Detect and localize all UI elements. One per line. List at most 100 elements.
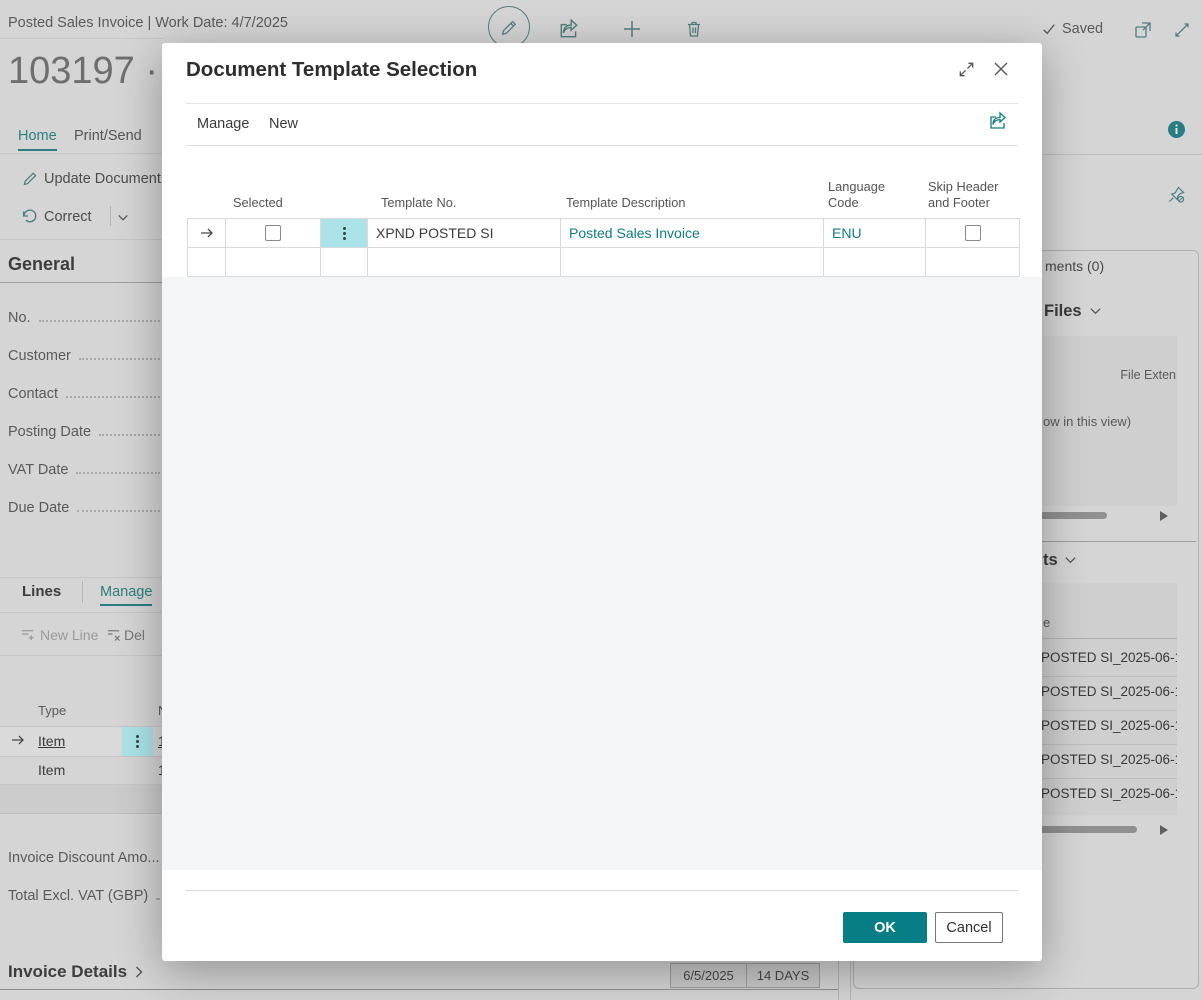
line-no-cell[interactable]: 1 [158, 762, 166, 778]
lines-footer-strip [0, 785, 163, 813]
scroll-right-arrow-icon[interactable] [1160, 511, 1168, 521]
menu-item-manage[interactable]: Manage [197, 116, 250, 132]
tab-home[interactable]: Home [18, 128, 57, 151]
tab-print-send[interactable]: Print/Send [74, 128, 142, 144]
skip-header-footer-checkbox[interactable] [964, 225, 981, 241]
attachments-tab-label[interactable]: ments (0) [1045, 258, 1105, 274]
template-table: XPND POSTED SI Posted Sales Invoice ENU [187, 218, 1020, 277]
unpin-button[interactable] [1167, 185, 1186, 204]
field-label: VAT Date [8, 462, 69, 478]
new-button[interactable] [621, 18, 643, 40]
correct-button[interactable]: Correct [44, 209, 92, 225]
dialog-close-button[interactable] [991, 59, 1011, 79]
edit-button[interactable] [488, 6, 530, 48]
field-no: No. [8, 310, 160, 326]
open-in-window-button[interactable] [1133, 20, 1153, 40]
list-item[interactable]: POSTED SI_2025-06-18 [1041, 684, 1177, 699]
selected-cell[interactable] [226, 248, 321, 277]
field-label: Due Date [8, 500, 70, 516]
template-no-cell[interactable] [368, 248, 561, 277]
field-label: Customer [8, 348, 71, 364]
pencil-icon [22, 170, 38, 186]
line-type-cell[interactable]: Item [38, 733, 66, 749]
dialog-title: Document Template Selection [186, 58, 478, 81]
skip-header-footer-cell[interactable] [926, 248, 1020, 277]
update-document-button[interactable]: Update Document [44, 171, 161, 187]
selected-cell [226, 219, 321, 248]
lines-col-type: Type [38, 703, 67, 718]
row-marker-cell [188, 248, 226, 277]
selected-checkbox[interactable] [265, 225, 281, 241]
template-no-cell[interactable]: XPND POSTED SI [368, 219, 561, 248]
column-header-template-no[interactable]: Template No. [381, 195, 457, 210]
header-line: Language [828, 179, 885, 194]
delete-line-button[interactable]: Del [124, 627, 146, 643]
general-section-heading[interactable]: General [8, 254, 76, 274]
due-date-box[interactable]: 6/5/2025 [670, 963, 747, 988]
pin-icon [1167, 185, 1186, 204]
files-section[interactable]: Files [1044, 302, 1102, 321]
vertical-dots-icon [136, 740, 139, 743]
row-menu-button[interactable] [321, 219, 368, 248]
info-icon [1168, 121, 1185, 138]
language-code-cell[interactable]: ENU [824, 219, 926, 248]
pencil-icon [500, 18, 518, 36]
line-type-cell[interactable]: Item [38, 762, 66, 778]
row-marker-icon [10, 733, 26, 747]
status-badge: Saved [1062, 21, 1104, 37]
dialog-body-empty-area [162, 277, 1042, 870]
column-header-selected[interactable]: Selected [233, 195, 283, 210]
scroll-right-arrow-icon[interactable] [1160, 825, 1168, 835]
dialog-share-button[interactable] [988, 111, 1008, 131]
correct-dropdown-button[interactable] [116, 212, 130, 224]
column-header-language-code[interactable]: Language Code [828, 179, 885, 211]
close-icon [991, 59, 1011, 79]
invoice-discount-label: Invoice Discount Amo... [8, 850, 160, 866]
payment-terms-box[interactable]: 14 DAYS [746, 963, 820, 988]
column-header-skip-header-footer[interactable]: Skip Header and Footer [928, 179, 998, 211]
ok-button[interactable]: OK [843, 912, 927, 943]
cancel-button[interactable]: Cancel [935, 912, 1003, 943]
dialog-expand-button[interactable] [957, 60, 976, 79]
header-line: Code [828, 195, 859, 210]
invoice-details-heading: Invoice Details [8, 962, 128, 981]
document-template-selection-dialog: Document Template Selection Manage New S… [162, 43, 1042, 961]
save-status: Saved [1042, 21, 1103, 37]
lines-tab-manage[interactable]: Manage [100, 584, 153, 606]
share-button[interactable] [558, 18, 580, 40]
menu-item-new[interactable]: New [269, 116, 299, 132]
undo-icon [20, 207, 38, 225]
chevron-right-icon [134, 965, 145, 979]
new-line-icon [20, 627, 35, 642]
files-empty-message: ow in this view) [1043, 414, 1132, 429]
trash-icon [684, 19, 704, 39]
list-item[interactable]: POSTED SI_2025-06-18 [1041, 752, 1177, 767]
info-button[interactable] [1168, 121, 1185, 138]
field-label: Contact [8, 386, 58, 402]
delete-line-icon [106, 627, 121, 642]
total-excl-vat-field: Total Excl. VAT (GBP) [8, 888, 160, 904]
field-vat-date: VAT Date [8, 462, 160, 478]
list-item[interactable]: POSTED SI_2025-06-18 [1041, 786, 1177, 801]
template-description-cell[interactable]: Posted Sales Invoice [561, 219, 824, 248]
invoice-details-section[interactable]: Invoice Details [8, 962, 145, 982]
list-item[interactable]: POSTED SI_2025-06-18 [1041, 650, 1177, 665]
language-code-cell[interactable] [824, 248, 926, 277]
field-contact: Contact [8, 386, 160, 402]
fullscreen-button[interactable] [1172, 20, 1192, 40]
delete-button[interactable] [684, 19, 704, 39]
new-line-button[interactable]: New Line [40, 627, 99, 643]
header-line: Skip Header [928, 179, 999, 194]
row-menu-cell[interactable] [321, 248, 368, 277]
resize-diagonal-icon [1172, 20, 1192, 40]
column-header-template-description[interactable]: Template Description [566, 195, 686, 210]
list-item[interactable]: POSTED SI_2025-06-18 [1041, 718, 1177, 733]
row-menu-button[interactable] [122, 727, 153, 756]
line-no-cell[interactable]: 1 [158, 733, 166, 749]
field-label: No. [8, 310, 31, 326]
documents-section[interactable]: ts [1043, 551, 1077, 570]
chevron-down-icon [1064, 555, 1077, 566]
template-description-cell[interactable] [561, 248, 824, 277]
vertical-dots-icon [342, 231, 346, 235]
